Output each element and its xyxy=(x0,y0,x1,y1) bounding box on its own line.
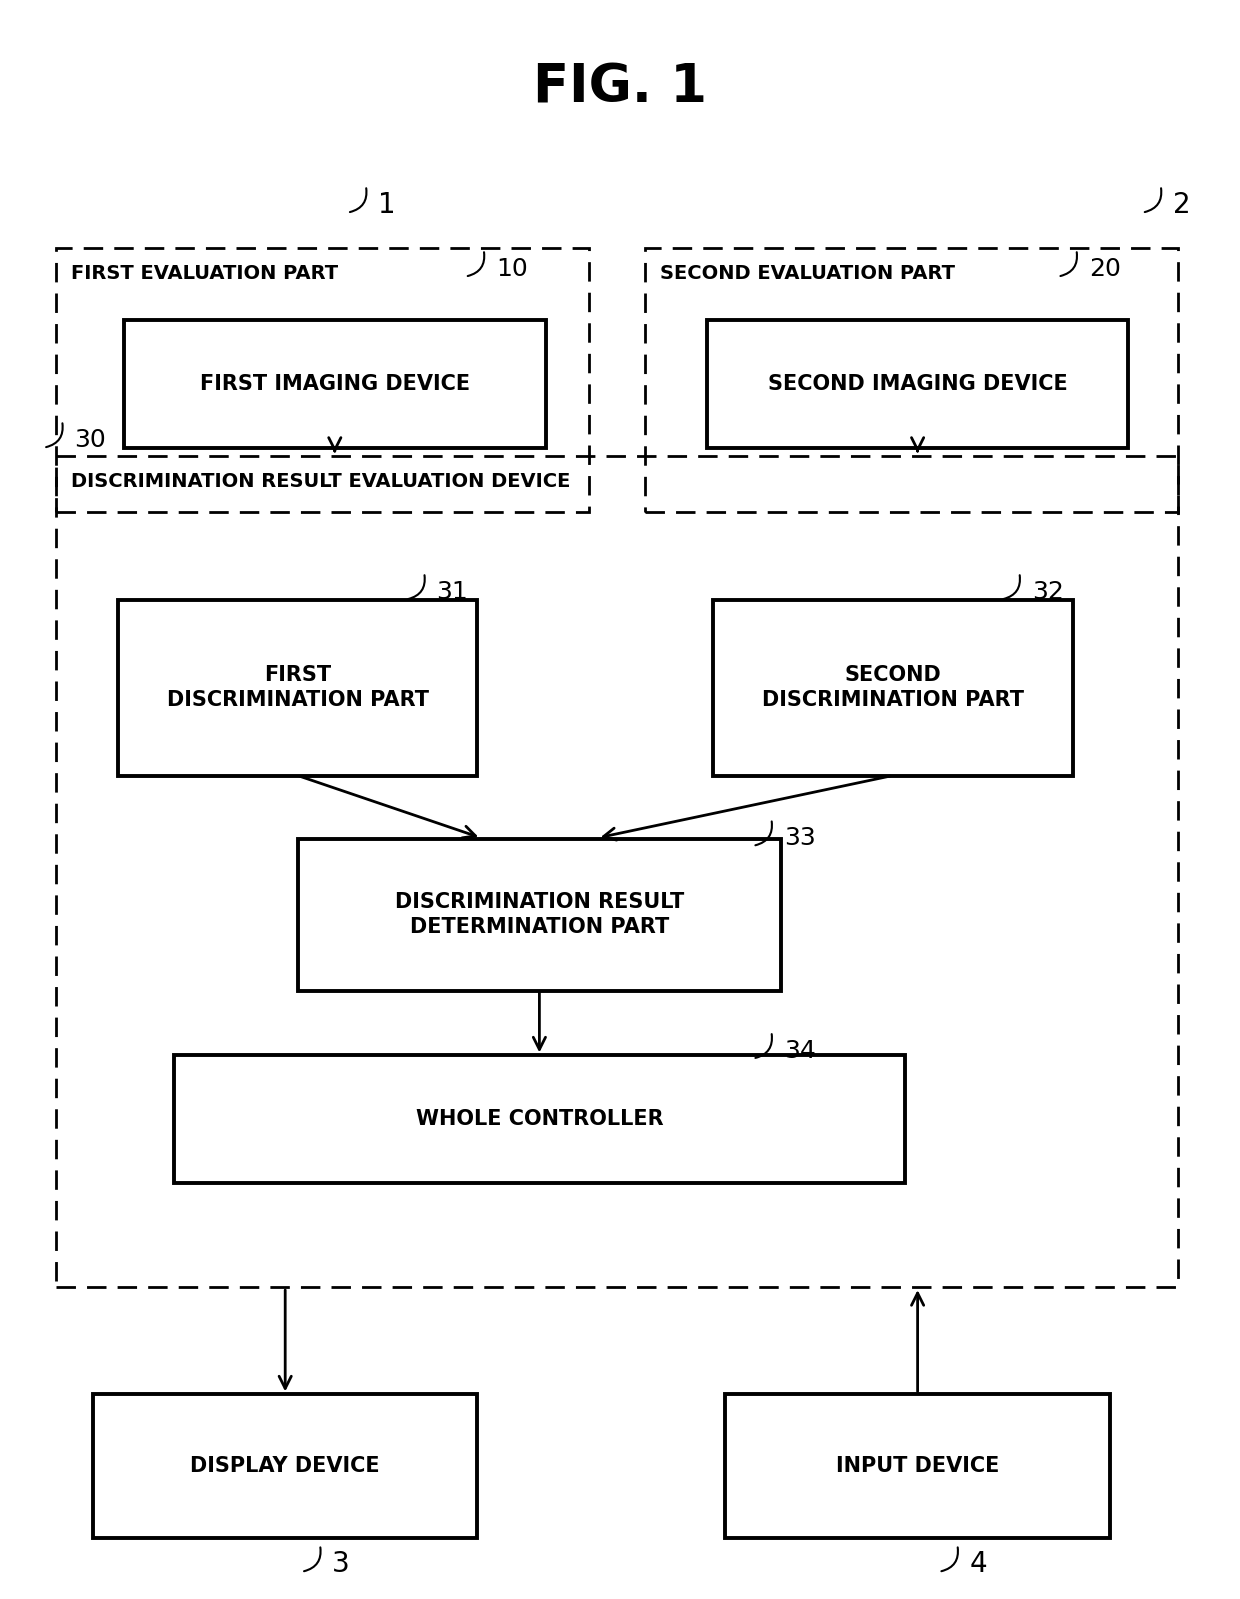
Bar xyxy=(298,838,781,990)
Text: 33: 33 xyxy=(784,825,816,851)
Text: 20: 20 xyxy=(1089,256,1121,281)
Bar xyxy=(725,1394,1110,1538)
Bar xyxy=(56,456,1178,1287)
Text: 1: 1 xyxy=(378,190,396,219)
Text: 30: 30 xyxy=(74,427,107,453)
Bar xyxy=(174,1055,905,1183)
Text: 32: 32 xyxy=(1032,579,1064,604)
Text: FIRST
DISCRIMINATION PART: FIRST DISCRIMINATION PART xyxy=(166,665,429,710)
Text: SECOND
DISCRIMINATION PART: SECOND DISCRIMINATION PART xyxy=(761,665,1024,710)
Text: FIRST IMAGING DEVICE: FIRST IMAGING DEVICE xyxy=(200,374,470,393)
Text: WHOLE CONTROLLER: WHOLE CONTROLLER xyxy=(415,1110,663,1129)
Text: DISCRIMINATION RESULT EVALUATION DEVICE: DISCRIMINATION RESULT EVALUATION DEVICE xyxy=(71,472,570,491)
Text: FIRST EVALUATION PART: FIRST EVALUATION PART xyxy=(71,264,337,283)
Text: DISCRIMINATION RESULT
DETERMINATION PART: DISCRIMINATION RESULT DETERMINATION PART xyxy=(394,892,684,937)
Bar xyxy=(707,320,1128,448)
Text: 31: 31 xyxy=(436,579,469,604)
Bar xyxy=(124,320,546,448)
Bar xyxy=(118,600,477,776)
Text: 2: 2 xyxy=(1173,190,1190,219)
Text: 10: 10 xyxy=(496,256,528,281)
Bar xyxy=(93,1394,477,1538)
Text: DISPLAY DEVICE: DISPLAY DEVICE xyxy=(191,1457,379,1476)
Text: 34: 34 xyxy=(784,1038,816,1063)
Text: 3: 3 xyxy=(332,1549,350,1578)
Bar xyxy=(713,600,1073,776)
Text: 4: 4 xyxy=(970,1549,987,1578)
Text: SECOND IMAGING DEVICE: SECOND IMAGING DEVICE xyxy=(768,374,1068,393)
Bar xyxy=(56,248,589,512)
Bar xyxy=(645,248,1178,512)
Text: INPUT DEVICE: INPUT DEVICE xyxy=(836,1457,999,1476)
Text: SECOND EVALUATION PART: SECOND EVALUATION PART xyxy=(660,264,955,283)
Text: FIG. 1: FIG. 1 xyxy=(533,62,707,114)
